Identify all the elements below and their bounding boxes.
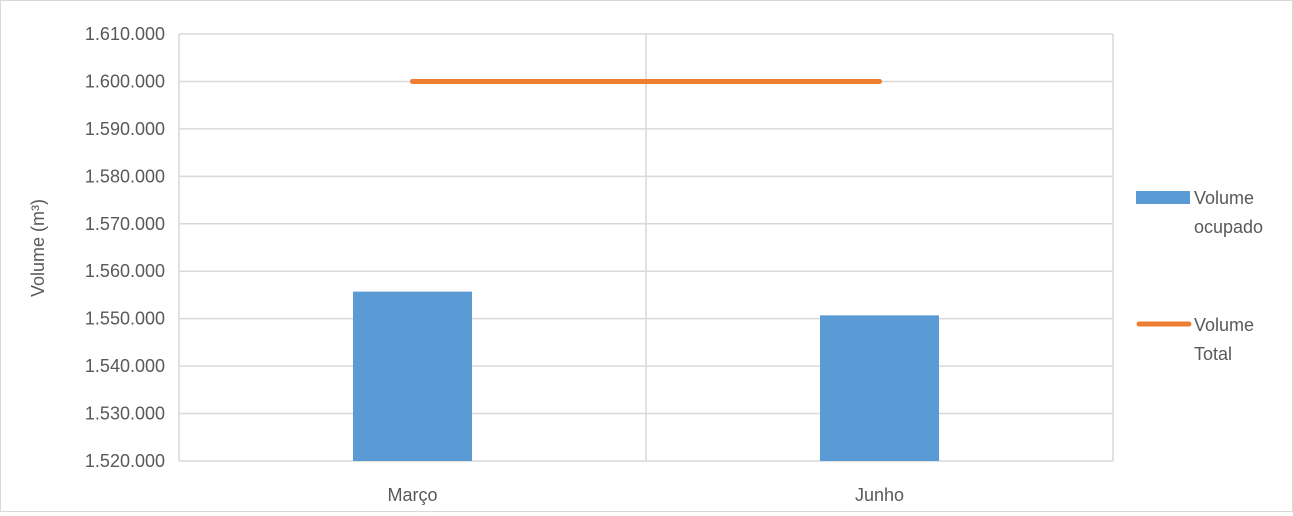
x-axis-labels: Março Junho [387,485,904,505]
legend: Volume ocupado Volume Total [1136,188,1263,364]
x-tick-label: Junho [855,485,904,505]
y-tick-label: 1.590.000 [85,119,165,139]
legend-label-volume-total: Volume [1194,315,1254,335]
legend-swatch-volume-ocupado [1136,191,1190,204]
y-axis-ticks: 1.520.000 1.530.000 1.540.000 1.550.000 1.56… [85,24,165,471]
y-tick-label: 1.580.000 [85,166,165,186]
gridlines [178,33,1114,462]
legend-label-volume-ocupado-line2: ocupado [1194,217,1263,237]
y-tick-label: 1.600.000 [85,71,165,91]
y-tick-label: 1.610.000 [85,24,165,44]
bar-marco [353,291,472,461]
y-tick-label: 1.570.000 [85,214,165,234]
legend-label-volume-ocupado: Volume [1194,188,1254,208]
x-tick-label: Março [387,485,437,505]
y-axis-title: Volume (m³) [28,199,48,297]
bars-volume-ocupado [353,291,939,461]
y-tick-label: 1.560.000 [85,261,165,281]
y-tick-label: 1.530.000 [85,404,165,424]
y-tick-label: 1.520.000 [85,451,165,471]
y-tick-label: 1.550.000 [85,309,165,329]
legend-label-volume-total-line2: Total [1194,344,1232,364]
bar-junho [820,315,939,461]
y-tick-label: 1.540.000 [85,356,165,376]
